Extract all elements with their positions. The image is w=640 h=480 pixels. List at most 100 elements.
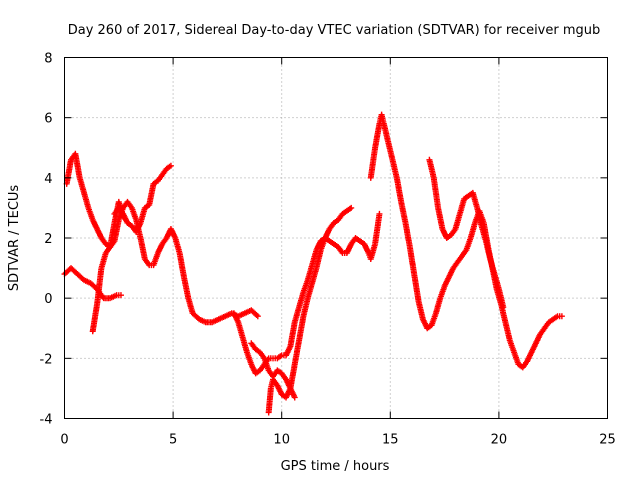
data-marker-trail [542,320,551,330]
data-marker-trail [279,371,288,381]
data-marker-trail [349,236,358,246]
data-marker-trail [116,206,126,216]
data-marker-trail [372,122,383,150]
data-marker-trail [411,272,422,303]
series-arc-4 [111,162,174,235]
data-marker-trail [336,212,345,222]
y-tick-label: 8 [44,52,52,67]
data-marker-trail [460,248,469,258]
data-marker-trail [455,254,464,264]
data-marker-trail [137,236,148,261]
y-axis-label: SDTVAR / TECUs [7,185,22,292]
data-marker-trail [449,227,458,237]
x-axis-label: GPS time / hours [281,459,390,474]
data-marker-trail [533,332,543,345]
y-tick-label: 6 [44,112,52,127]
data-marker-trail [538,326,547,336]
y-tick-label: -4 [40,413,53,428]
data-marker-trail [547,317,555,325]
data-marker-trail [107,221,118,249]
data-point [558,313,565,320]
data-marker-trail [462,193,470,201]
data-marker-trail [165,163,173,171]
data-marker-trail [426,158,437,180]
data-marker-trail [280,392,288,400]
data-marker-trail [442,275,452,288]
data-marker-trail [197,317,208,325]
series-arc-1 [61,265,124,302]
data-marker-trail [181,275,191,300]
data-marker-trail [336,245,345,255]
data-marker-trail [103,245,112,255]
x-tick-label: 10 [273,433,290,448]
data-marker-trail [223,311,234,319]
data-marker-trail [300,296,311,318]
data-series [61,111,565,416]
data-marker-trail [236,311,247,319]
data-point [376,210,383,217]
data-marker-trail [254,347,262,355]
data-marker-trail [121,200,130,210]
data-marker-trail [112,206,121,216]
data-marker-trail [258,362,267,372]
data-marker-trail [243,308,253,316]
data-marker-trail [474,206,485,228]
data-marker-trail [146,182,157,207]
axis-ticks: 0 5 10 15 20 25 -4 -2 0 2 4 6 8 [40,52,616,448]
data-marker-trail [287,320,298,348]
data-marker-trail [69,266,80,276]
data-marker-trail [172,236,183,255]
x-tick-label: 20 [491,433,508,448]
data-marker-trail [125,221,134,228]
data-marker-trail [344,242,354,255]
data-marker-trail [168,227,178,240]
data-marker-trail [389,158,400,180]
series-arc-8 [367,111,565,371]
data-marker-trail [341,208,349,216]
data-marker-trail [75,272,86,282]
data-marker-trail [415,299,426,321]
data-marker-trail [266,368,275,378]
data-marker-trail [288,386,297,399]
data-marker-trail [327,239,336,246]
data-marker-trail [72,152,83,180]
series-arc-6 [265,204,355,416]
data-marker-trail [313,248,324,270]
data-marker-trail [271,377,280,387]
series-arc-7 [248,340,298,401]
data-marker-trail [99,236,108,246]
data-marker-trail [433,296,443,315]
series-arc-5 [230,210,383,377]
x-tick-label: 0 [60,433,68,448]
data-marker-trail [111,218,122,243]
data-marker-trail [160,167,169,177]
data-marker-trail [394,176,404,204]
data-marker-trail [240,335,250,354]
data-marker-trail [435,206,446,231]
data-marker-trail [354,236,362,243]
data-marker-trail [332,218,340,225]
data-marker-trail [296,314,307,342]
data-marker-trail [88,281,99,291]
data-marker-trail [425,323,434,331]
y-tick-label: 0 [44,292,52,307]
y-tick-label: 2 [44,232,52,247]
series-arc-2 [63,150,261,326]
data-marker-trail [275,368,284,376]
data-marker-trail [332,242,340,249]
data-marker-trail [358,239,366,246]
data-marker-trail [402,221,413,249]
data-marker-trail [156,173,165,183]
x-tick-label: 25 [599,433,616,448]
data-marker-trail [398,200,409,225]
data-marker-trail [258,350,267,360]
data-marker-trail [445,233,453,240]
series-arc-9 [426,156,507,311]
data-marker-trail [466,190,475,198]
data-marker-trail [265,387,274,414]
data-marker-trail [407,245,417,276]
data-point [291,394,298,401]
data-marker-trail [483,239,493,261]
data-marker-trail [90,302,100,333]
